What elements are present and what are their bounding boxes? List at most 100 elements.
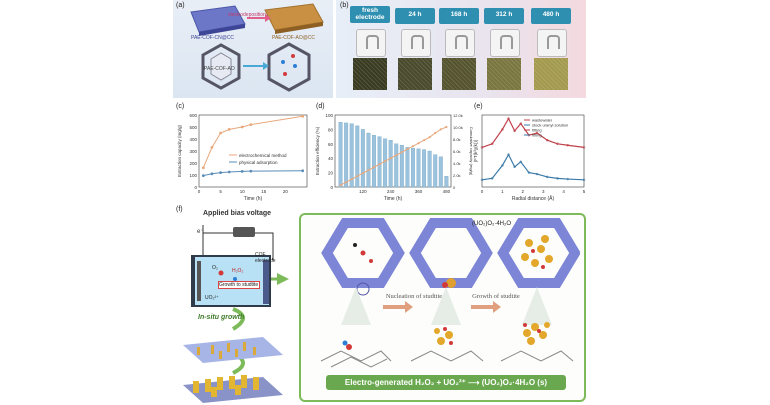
chart-c-ytick: 500 (189, 125, 197, 130)
panel-f-cell-schematic (183, 225, 289, 403)
chart-d-ytick: 40 (328, 156, 334, 161)
uo2-label: UO₂²⁺ (205, 295, 219, 301)
chart-e-point (507, 153, 510, 156)
chart-e-point (535, 131, 539, 135)
chart-e-point (566, 177, 569, 181)
chart-d-cumulative-point (361, 172, 364, 175)
chart-c-point (210, 172, 214, 176)
electrode-swatch-168h (442, 58, 476, 90)
mechanism-schematic (320, 218, 580, 368)
chart-e-point (556, 142, 559, 146)
chart-d-bar (411, 147, 415, 188)
chart-e-legend-label: wastewater (532, 118, 553, 123)
chart-d-ytick-right: 6.0k (453, 149, 461, 154)
chart-c-ytick: 0 (194, 185, 197, 190)
chart-d-bar (338, 122, 343, 188)
chart-c-point (210, 146, 214, 149)
chart-e-point (490, 177, 494, 180)
tab-168h: 168 h (439, 8, 479, 24)
chart-d-xtick: 480 (443, 189, 451, 194)
chart-d-ytick: 0 (330, 185, 333, 190)
chart-c-xtick: 20 (283, 189, 289, 194)
chart-d-bar (344, 122, 349, 188)
panel-e-label: (e) (474, 103, 483, 110)
chart-d-cumulative-point (428, 136, 431, 139)
chart-c-ytick: 300 (189, 149, 197, 154)
chart-e-point (535, 172, 539, 176)
chart-d-ytick: 100 (325, 113, 333, 118)
chart-d-xlabel: Time (h) (384, 196, 403, 202)
chart-e-point (519, 160, 523, 164)
chart-d: 0 20 40 60 80 100 0 2.0k 4.0k 6.0k 8.0k 10.0k 12.0k 1… (315, 113, 473, 202)
electrode-swatch-312h (487, 58, 521, 90)
chart-d-bar (377, 136, 382, 188)
chart-e-xtick: 2 (522, 189, 525, 194)
chart-e-xtick: 5 (583, 189, 586, 194)
o2-label: O₂ (212, 265, 218, 271)
chart-d-ylabel-right: Cumulative capacity (mg/g) (469, 127, 473, 176)
panel-a-right-material: PAE-COF-AO@CC (272, 35, 316, 41)
chart-c-xlabel: Time (h) (244, 196, 263, 202)
chart-c-xtick: 0 (198, 189, 201, 194)
chart-e-ylabel: |FT(k³χ(k))| (473, 140, 478, 162)
insitu-growth-label: In-situ growth (198, 314, 245, 321)
chart-c-point (227, 128, 231, 131)
chart-c-xtick: 15 (261, 189, 267, 194)
chart-d-ytick: 20 (328, 171, 334, 176)
chart-e: 0 1 2 3 4 5 Radial distance (Å) |FT(k³χ(k))| was… (473, 114, 586, 202)
chart-e-point (501, 128, 504, 131)
chart-d-cumulative-point (345, 181, 348, 184)
chart-c-ytick: 600 (189, 113, 197, 118)
chart-d-cumulative-point (411, 145, 415, 148)
chart-e-point (513, 165, 516, 169)
chart-d-bar (438, 156, 443, 188)
chart-d-cumulative-point (434, 131, 437, 135)
chart-c-series-line (203, 170, 303, 177)
chart-d-ytick-right: 2.0k (453, 173, 461, 178)
chart-d-cumulative-point (339, 184, 342, 187)
chart-e-legend-label: stock uranyl solution (532, 123, 568, 128)
chart-e-point (480, 178, 484, 182)
chart-c-ytick: 100 (189, 173, 197, 178)
chart-c-xtick: 5 (219, 189, 222, 194)
cof-electrode-label: COF electrode (255, 252, 276, 264)
electrode-swatch-24h (398, 58, 432, 90)
chart-e-legend-label: fitting (532, 128, 542, 133)
chart-d-xtick: 240 (387, 189, 395, 194)
chart-e-point (519, 122, 523, 125)
chart-d-bar (444, 176, 449, 188)
chart-d-bar (349, 123, 354, 188)
chart-e-point (507, 117, 510, 120)
chart-d-xtick: 120 (359, 189, 367, 194)
chart-d-cumulative-point (372, 166, 376, 169)
electrode-clip-3 (445, 29, 475, 57)
chart-e-series-line (481, 117, 585, 148)
chart-d-ytick-right: 4.0k (453, 161, 461, 166)
tab-24h: 24 h (395, 8, 435, 24)
chart-d-bar (355, 125, 360, 188)
chart-d-ytick: 60 (328, 142, 334, 147)
chart-c-ytick: 200 (189, 161, 197, 166)
chart-d-cumulative-point (400, 151, 403, 154)
panel-a-label: (a) (176, 2, 185, 9)
chart-d-cumulative-point (389, 157, 392, 160)
chart-d-bar (366, 132, 371, 188)
chart-e-point (566, 143, 569, 147)
panel-b-label: (b) (340, 2, 349, 9)
chart-c-point (301, 169, 305, 173)
panel-f-label: (f) (176, 206, 183, 213)
panel-a-framework-label: PAE-COF-AO (204, 66, 235, 72)
chart-c-frame (198, 114, 308, 188)
chart-d-ylabel: Extraction efficiency (%) (315, 126, 320, 175)
chart-d-bar (383, 138, 388, 188)
chart-d-cumulative-point (378, 163, 381, 166)
chart-d-bar (399, 145, 404, 188)
chart-c-point (249, 169, 253, 173)
chart-d-ytick-right: 12.0k (453, 113, 463, 118)
chart-e-point (501, 164, 504, 167)
growth-label: Growth to studtite (218, 281, 260, 289)
electrode-clip-1 (356, 29, 386, 57)
panel-c-label: (c) (176, 103, 185, 110)
chart-d-bar (433, 154, 438, 188)
chart-d-bar (422, 149, 427, 188)
